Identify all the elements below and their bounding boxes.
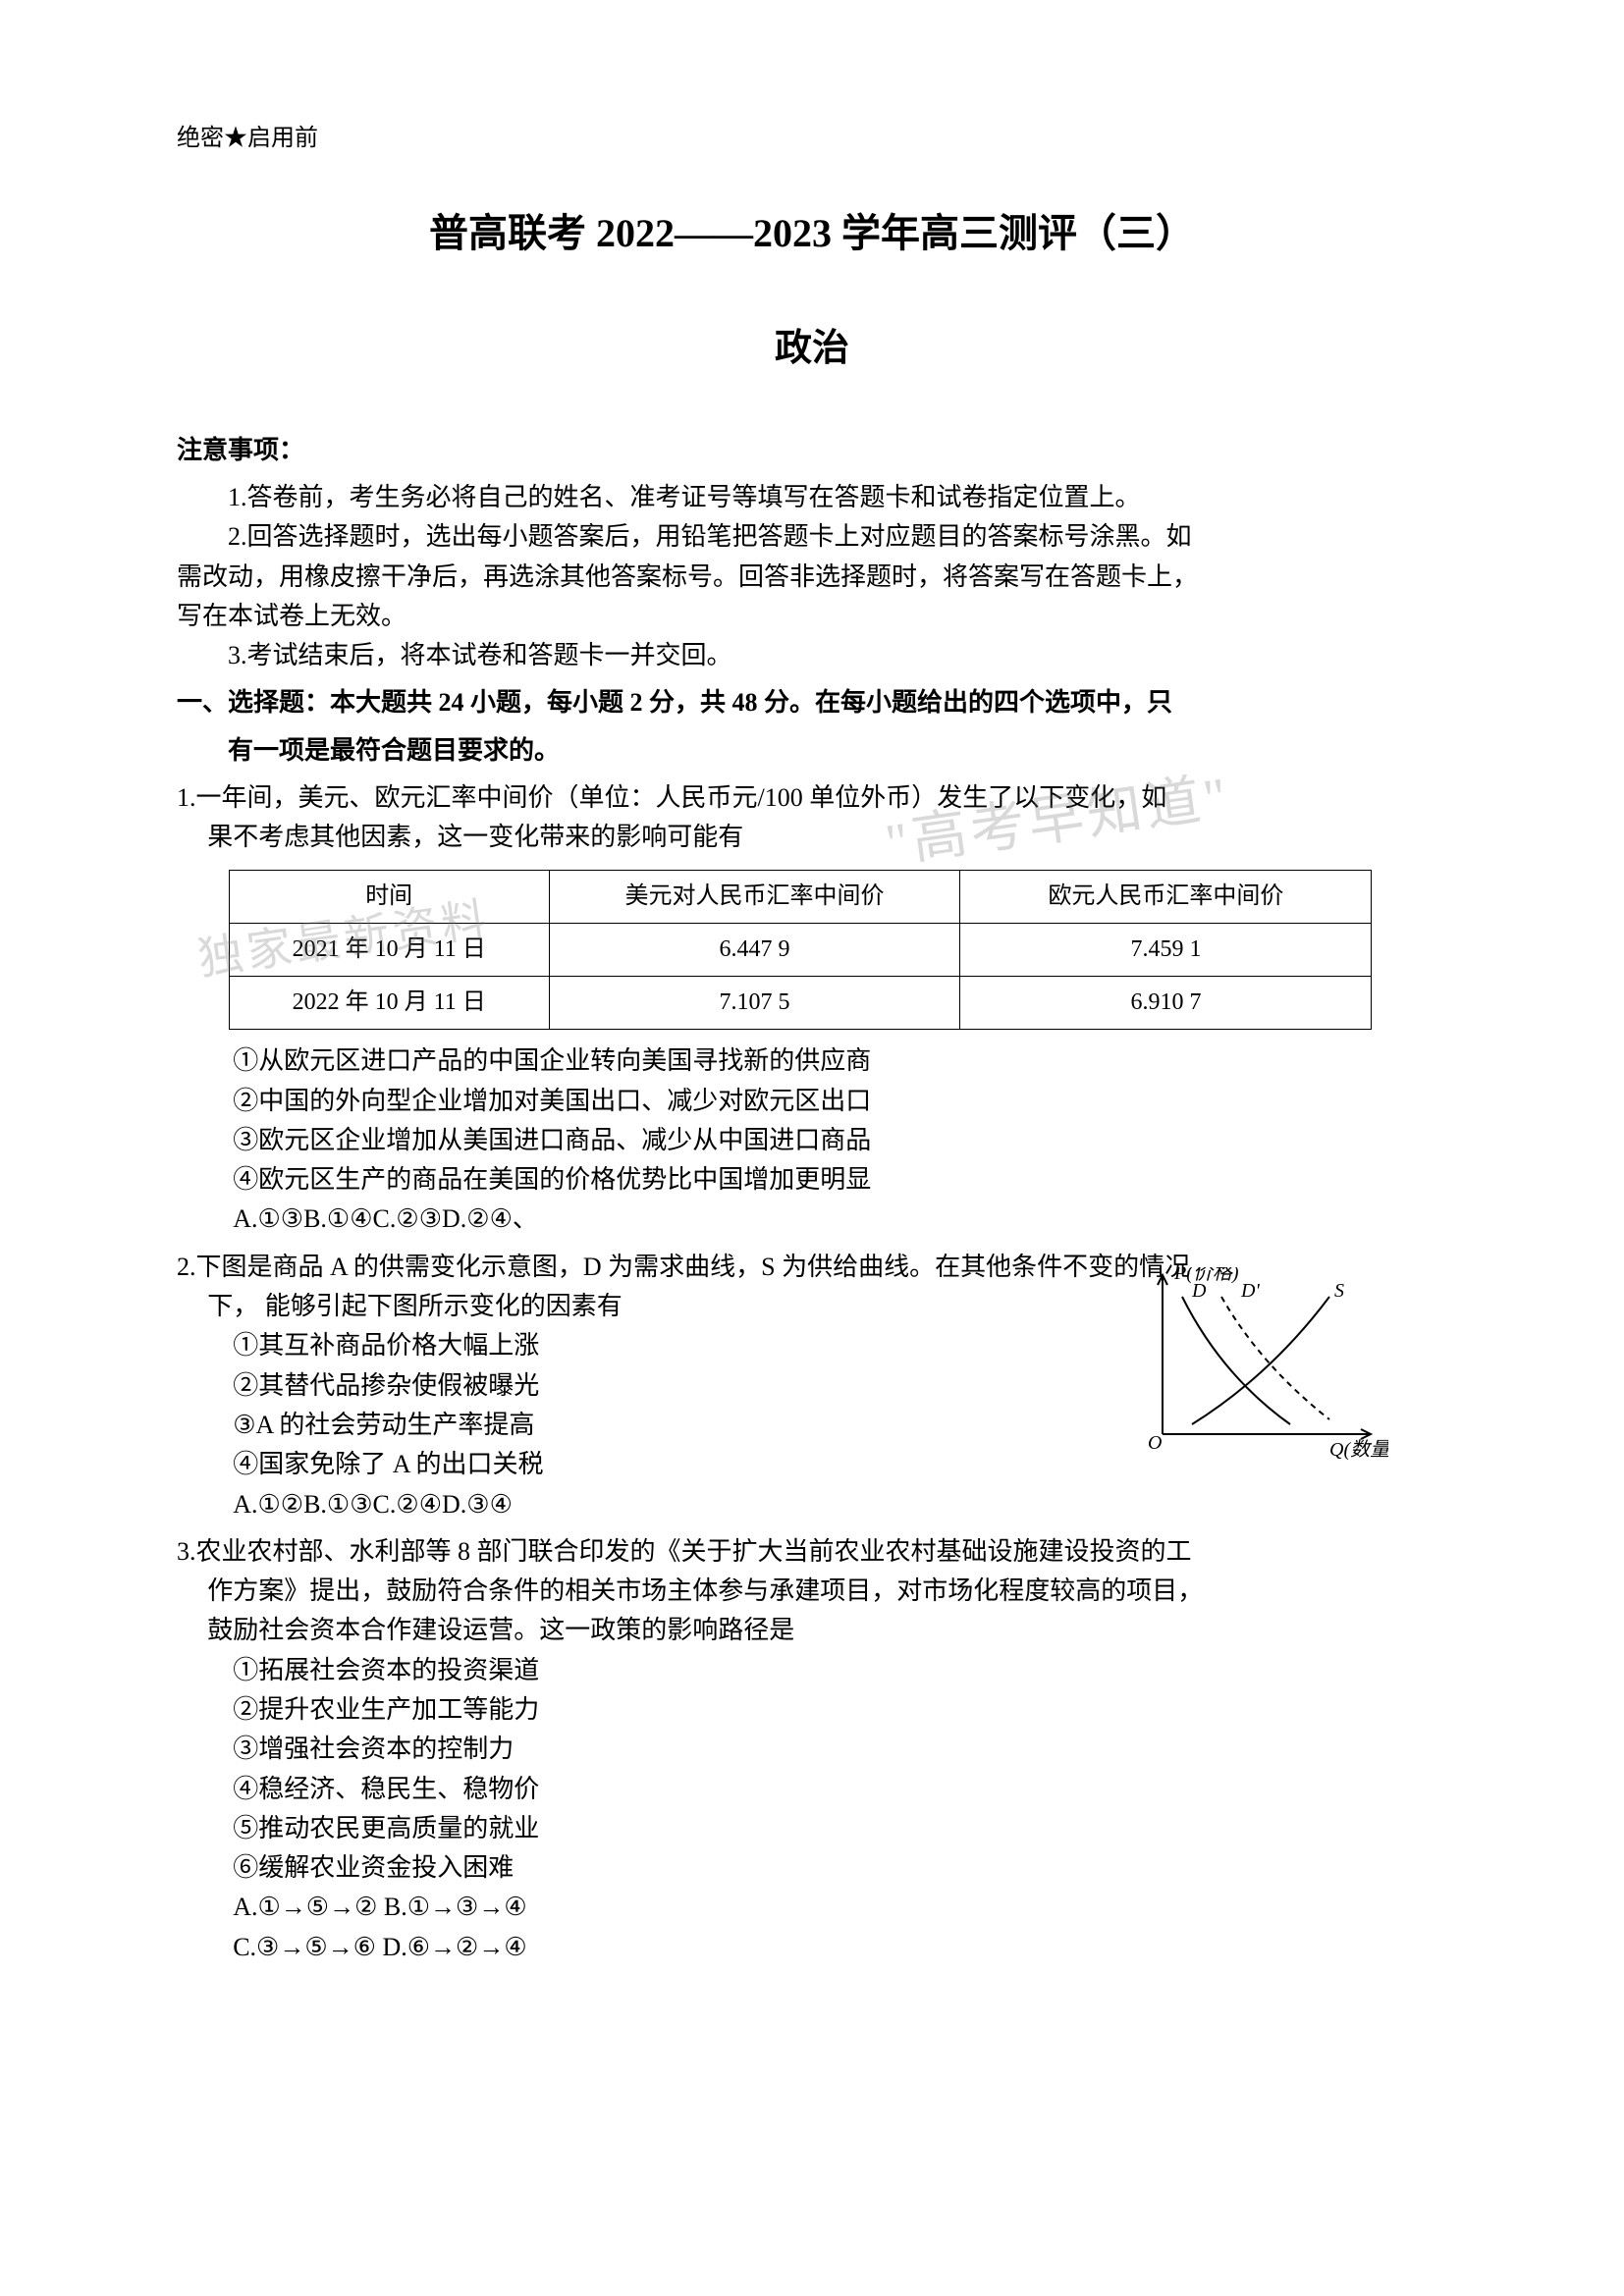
question-2: 2.下图是商品 A 的供需变化示意图，D 为需求曲线，S 为供给曲线。在其他条件… xyxy=(177,1248,1447,1524)
q3-options-cd: C.③→⑤→⑥ D.⑥→②→④ xyxy=(177,1928,1447,1967)
s-label: S xyxy=(1334,1280,1344,1302)
question-1: 1.一年间，美元、欧元汇率中间价（单位：人民币元/100 单位外币）发生了以下变… xyxy=(177,778,1447,1240)
q2-options: A.①②B.①③C.②④D.③④ xyxy=(177,1485,1447,1524)
notice-item-3: 3.考试结束后，将本试卷和答题卡一并交回。 xyxy=(177,636,1447,675)
q1-stem-l1: 1.一年间，美元、欧元汇率中间价（单位：人民币元/100 单位外币）发生了以下变… xyxy=(177,778,1447,818)
q3-choice-2: ②提升农业生产加工等能力 xyxy=(177,1690,1447,1730)
q3-stem-l1: 3.农业农村部、水利部等 8 部门联合印发的《关于扩大当前农业农村基础设施建设投… xyxy=(177,1532,1447,1572)
notice-item-2c: 写在本试卷上无效。 xyxy=(177,597,1447,636)
q1-options: A.①③B.①④C.②③D.②④、 xyxy=(177,1200,1447,1239)
q1-th-1: 美元对人民币汇率中间价 xyxy=(549,870,960,923)
q3-choice-4: ④稳经济、稳民生、稳物价 xyxy=(177,1770,1447,1809)
q1-choice-4: ④欧元区生产的商品在美国的价格优势比中国增加更明显 xyxy=(177,1160,1447,1200)
q1-r1c2: 6.910 7 xyxy=(960,977,1372,1030)
q1-r0c2: 7.459 1 xyxy=(960,923,1372,976)
q2-chart: P(价格) Q(数量) O D D' S xyxy=(1133,1267,1388,1464)
q3-stem-l2: 作方案》提出，鼓励符合条件的相关市场主体参与承建项目，对市场化程度较高的项目， xyxy=(177,1572,1447,1611)
q1-stem-l2: 果不考虑其他因素，这一变化带来的影响可能有 xyxy=(177,818,1447,857)
q1-r0c0: 2021 年 10 月 11 日 xyxy=(229,923,549,976)
notice-item-1: 1.答卷前，考生务必将自己的姓名、准考证号等填写在答题卡和试卷指定位置上。 xyxy=(177,478,1447,517)
q1-choice-3: ③欧元区企业增加从美国进口商品、减少从中国进口商品 xyxy=(177,1121,1447,1160)
notice-item-2a: 2.回答选择题时，选出每小题答案后，用铅笔把答题卡上对应题目的答案标号涂黑。如 xyxy=(177,517,1447,557)
q3-choice-3: ③增强社会资本的控制力 xyxy=(177,1730,1447,1769)
notice-heading: 注意事项： xyxy=(177,430,1447,466)
origin-label: O xyxy=(1148,1432,1162,1454)
table-row: 2022 年 10 月 11 日 7.107 5 6.910 7 xyxy=(229,977,1372,1030)
q1-th-2: 欧元人民币汇率中间价 xyxy=(960,870,1372,923)
q3-choice-6: ⑥缓解农业资金投入困难 xyxy=(177,1848,1447,1888)
d-label: D xyxy=(1191,1280,1207,1302)
table-header-row: 时间 美元对人民币汇率中间价 欧元人民币汇率中间价 xyxy=(229,870,1372,923)
q3-choice-5: ⑤推动农民更高质量的就业 xyxy=(177,1809,1447,1848)
notice-item-2b: 需改动，用橡皮擦干净后，再选涂其他答案标号。回答非选择题时，将答案写在答题卡上， xyxy=(177,558,1447,597)
supply-demand-chart-svg: P(价格) Q(数量) O D D' S xyxy=(1133,1267,1388,1464)
q3-stem-l3: 鼓励社会资本合作建设运营。这一政策的影响路径是 xyxy=(177,1611,1447,1650)
dprime-label: D' xyxy=(1240,1280,1260,1302)
q1-r1c1: 7.107 5 xyxy=(549,977,960,1030)
section1-heading-l1: 一、选择题：本大题共 24 小题，每小题 2 分，共 48 分。在每小题给出的四… xyxy=(177,683,1447,722)
q1-r0c1: 6.447 9 xyxy=(549,923,960,976)
q3-options-ab: A.①→⑤→② B.①→③→④ xyxy=(177,1888,1447,1927)
confidential-mark: 绝密★启用前 xyxy=(177,118,1447,152)
main-title: 普高联考 2022——2023 学年高三测评（三） xyxy=(177,201,1447,258)
q1-r1c0: 2022 年 10 月 11 日 xyxy=(229,977,549,1030)
section1-heading-l2: 有一项是最符合题目要求的。 xyxy=(177,731,1447,771)
question-3: 3.农业农村部、水利部等 8 部门联合印发的《关于扩大当前农业农村基础设施建设投… xyxy=(177,1532,1447,1967)
q1-choice-2: ②中国的外向型企业增加对美国出口、减少对欧元区出口 xyxy=(177,1082,1447,1121)
subject-title: 政治 xyxy=(177,317,1447,371)
q1-th-0: 时间 xyxy=(229,870,549,923)
axis-x-label: Q(数量) xyxy=(1329,1439,1388,1461)
q1-table: 时间 美元对人民币汇率中间价 欧元人民币汇率中间价 2021 年 10 月 11… xyxy=(229,870,1373,1031)
q3-choice-1: ①拓展社会资本的投资渠道 xyxy=(177,1651,1447,1690)
table-row: 2021 年 10 月 11 日 6.447 9 7.459 1 xyxy=(229,923,1372,976)
q1-choice-1: ①从欧元区进口产品的中国企业转向美国寻找新的供应商 xyxy=(177,1041,1447,1081)
